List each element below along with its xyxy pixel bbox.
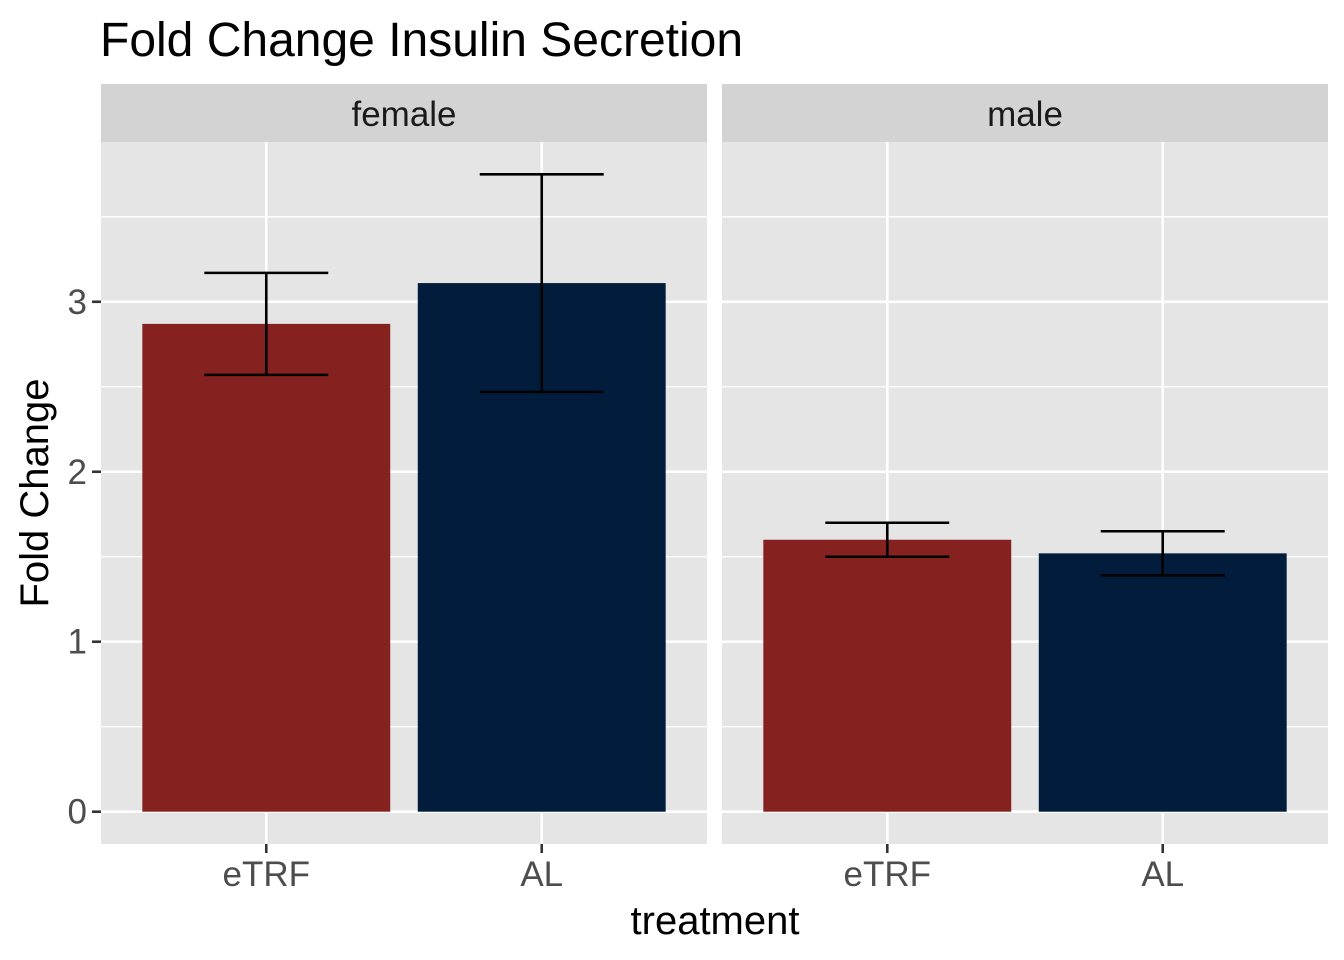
y-tick-label: 3: [68, 283, 87, 322]
bar-male-eTRF: [763, 539, 1012, 812]
facet-strip-male: [722, 84, 1328, 142]
x-tick-label-AL: AL: [520, 855, 563, 894]
chart-title: Fold Change Insulin Secretion: [100, 14, 743, 67]
facet-label-female: female: [351, 95, 456, 134]
bar-male-AL: [1038, 553, 1287, 812]
y-tick-label: 2: [68, 453, 87, 492]
y-axis-title: Fold Change: [13, 378, 57, 607]
facet-strip-female: [101, 84, 707, 142]
bar-female-eTRF: [142, 323, 391, 812]
x-tick-label-eTRF: eTRF: [223, 855, 311, 894]
x-tick-label-eTRF: eTRF: [844, 855, 932, 894]
facet-label-male: male: [987, 95, 1063, 134]
y-tick-label: 1: [68, 623, 87, 662]
x-axis-title: treatment: [631, 899, 800, 943]
x-tick-label-AL: AL: [1141, 855, 1184, 894]
y-tick-label: 0: [68, 793, 87, 832]
